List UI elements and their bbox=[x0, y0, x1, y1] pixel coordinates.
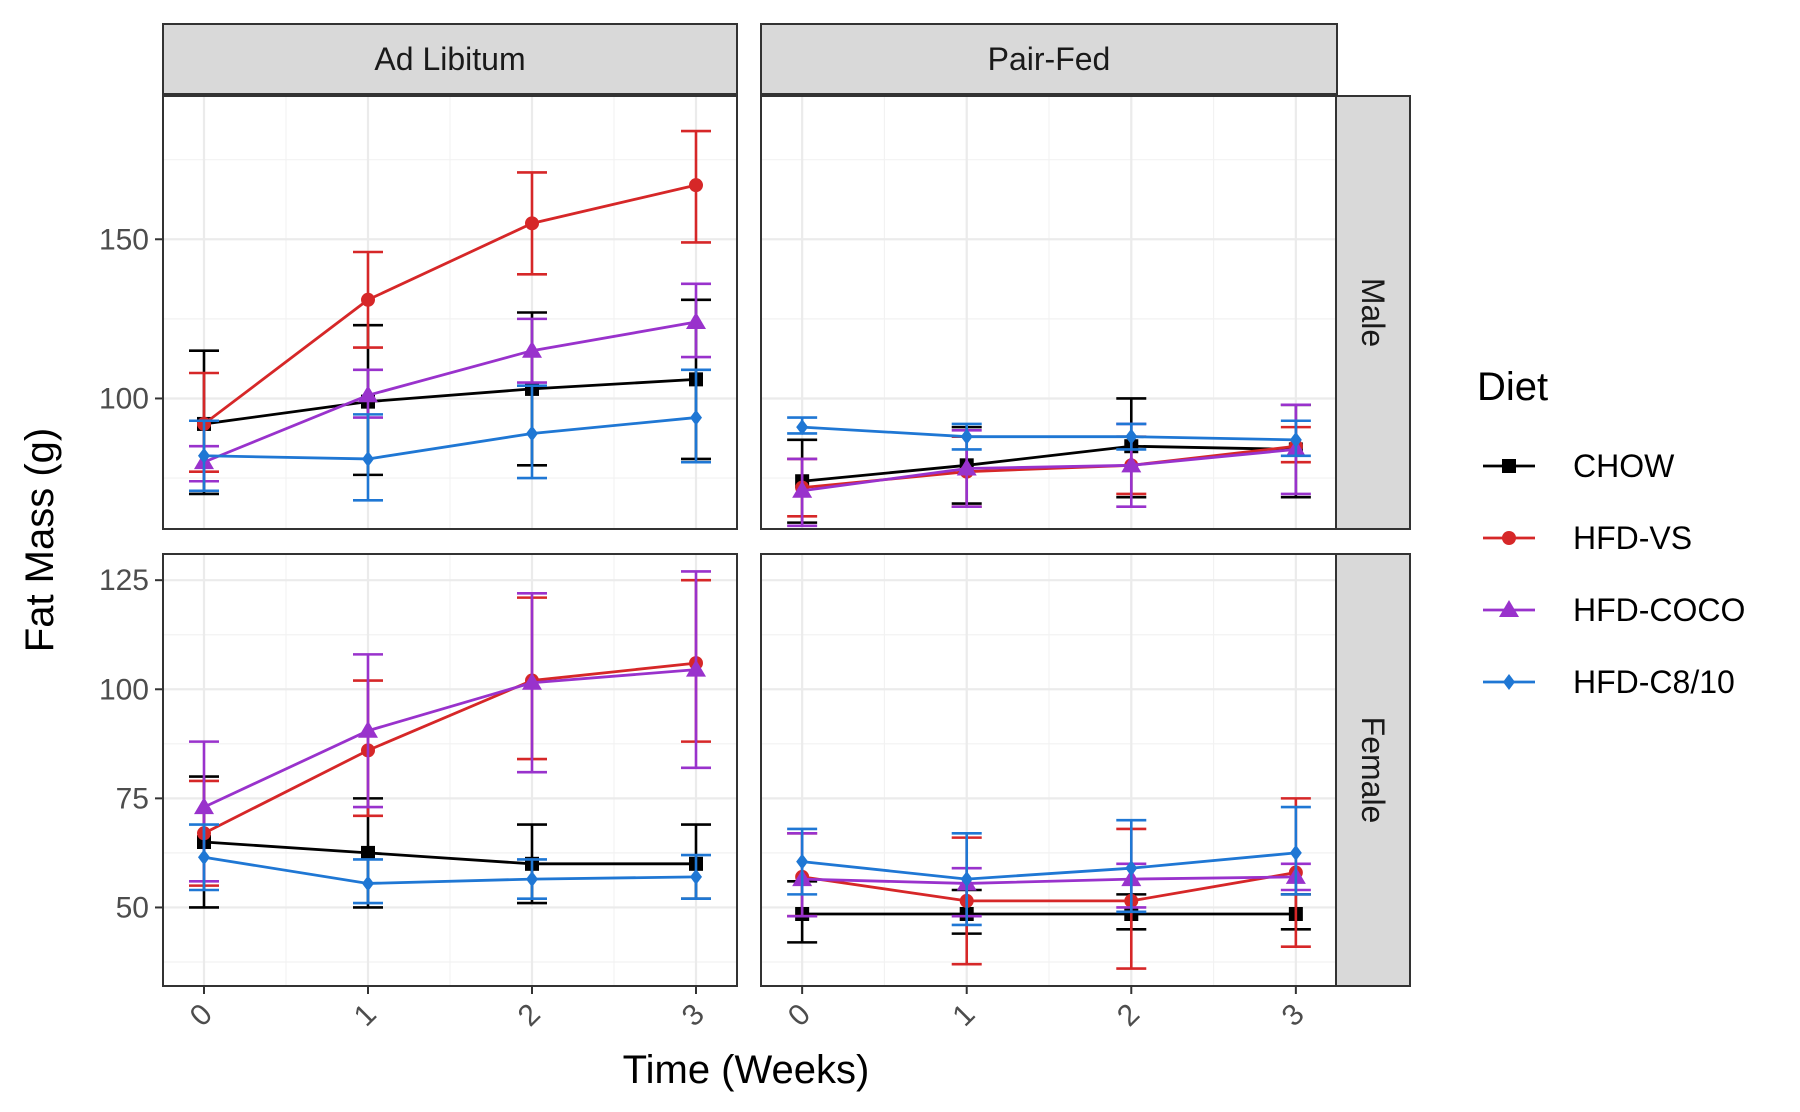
hfd-c8-10-line bbox=[203, 855, 697, 885]
legend-label: HFD-C8/10 bbox=[1573, 664, 1735, 700]
x-tick-label: 0 bbox=[782, 998, 817, 1033]
x-axis-title: Time (Weeks) bbox=[623, 1048, 870, 1092]
hfd-c8-10-point bbox=[690, 868, 702, 885]
y-tick-label: 150 bbox=[99, 223, 149, 256]
column-strip bbox=[760, 23, 1338, 95]
series-group-ad-libitum-male bbox=[189, 129, 711, 502]
x-tick-label: 1 bbox=[946, 998, 981, 1033]
series-group-pair-fed-male bbox=[787, 397, 1311, 528]
hfd-c8-10-point bbox=[526, 425, 538, 442]
legend-key-marker bbox=[1499, 600, 1519, 617]
legend-item-hfd-coco: HFD-COCO bbox=[1483, 592, 1745, 628]
y-tick-label: 100 bbox=[99, 673, 149, 706]
column-strip-label-pair-fed: Pair-Fed bbox=[988, 41, 1111, 77]
x-tick-label: 2 bbox=[1111, 998, 1146, 1033]
hfd-vs-line bbox=[801, 871, 1297, 903]
row-strip bbox=[1335, 95, 1411, 530]
panel-ad-libitum-male bbox=[163, 96, 737, 529]
legend-item-hfd-c8-10: HFD-C8/10 bbox=[1483, 664, 1735, 700]
hfd-vs-line bbox=[203, 661, 697, 835]
x-tick-label: 2 bbox=[512, 998, 547, 1033]
chow-line bbox=[802, 444, 1296, 483]
x-tick-label: 0 bbox=[184, 998, 219, 1033]
hfd-c8-10-point bbox=[198, 849, 210, 866]
panel-border bbox=[162, 95, 738, 530]
hfd-c8-10-point bbox=[526, 871, 538, 888]
hfd-coco-line bbox=[801, 448, 1296, 493]
hfd-c8-10-point bbox=[690, 409, 702, 426]
hfd-c8-10-point bbox=[796, 419, 809, 436]
hfd-coco-line bbox=[802, 875, 1296, 885]
hfd-c8-10-point bbox=[960, 428, 973, 445]
y-axis-title: Fat Mass (g) bbox=[18, 428, 62, 652]
chow-line bbox=[203, 377, 697, 426]
hfd-vs-point bbox=[525, 216, 539, 231]
legend-label: HFD-COCO bbox=[1573, 592, 1745, 628]
hfd-coco-point bbox=[358, 720, 378, 738]
legend-item-hfd-vs: HFD-VS bbox=[1483, 520, 1692, 556]
hfd-coco-point bbox=[194, 797, 214, 815]
hfd-c8-10-point bbox=[1289, 431, 1302, 448]
legend-title: Diet bbox=[1477, 365, 1548, 409]
hfd-c8-10-point bbox=[362, 450, 374, 467]
legend-key-marker bbox=[1503, 674, 1515, 690]
series-group-pair-fed-female bbox=[787, 797, 1311, 970]
column-strip bbox=[162, 23, 738, 95]
hfd-c8-10-line bbox=[203, 416, 697, 461]
hfd-coco-point bbox=[522, 672, 542, 690]
legend-label: HFD-VS bbox=[1573, 520, 1692, 556]
hfd-c8-10-point bbox=[1125, 860, 1138, 877]
panel-pair-fed-male bbox=[761, 96, 1337, 529]
chow-point bbox=[361, 845, 375, 860]
column-strip-label-ad-libitum: Ad Libitum bbox=[374, 41, 525, 77]
hfd-c8-10-point bbox=[960, 871, 973, 888]
row-strip-label-female: Female bbox=[1355, 717, 1391, 824]
y-tick-label: 50 bbox=[116, 891, 149, 924]
x-tick-label: 3 bbox=[1276, 998, 1311, 1033]
x-tick-label: 3 bbox=[676, 998, 711, 1033]
y-tick-label: 125 bbox=[99, 564, 149, 597]
legend-item-chow: CHOW bbox=[1483, 448, 1675, 484]
panel-pair-fed-female bbox=[761, 554, 1337, 986]
hfd-vs-point bbox=[361, 292, 375, 307]
hfd-coco-point bbox=[358, 385, 378, 403]
legend-key-marker bbox=[1502, 459, 1516, 473]
y-tick-label: 75 bbox=[116, 782, 149, 815]
hfd-vs-point bbox=[689, 178, 703, 193]
panel-ad-libitum-female bbox=[163, 554, 737, 986]
hfd-coco-line bbox=[203, 668, 697, 809]
row-strip-label-male: Male bbox=[1355, 278, 1391, 347]
hfd-coco-point bbox=[1121, 455, 1142, 473]
row-strip bbox=[1335, 553, 1411, 987]
hfd-coco-point bbox=[792, 480, 813, 498]
hfd-c8-10-line bbox=[801, 851, 1296, 881]
hfd-c8-10-line bbox=[802, 425, 1296, 442]
legend-key-marker bbox=[1502, 531, 1516, 545]
chow-line bbox=[203, 840, 696, 866]
hfd-c8-10-point bbox=[796, 853, 809, 870]
hfd-vs-line bbox=[203, 183, 697, 426]
hfd-coco-point bbox=[686, 312, 706, 330]
series-group-ad-libitum-female bbox=[189, 570, 711, 909]
y-tick-label: 100 bbox=[99, 382, 149, 415]
hfd-coco-point bbox=[956, 458, 977, 476]
hfd-c8-10-point bbox=[1125, 428, 1138, 445]
hfd-coco-point bbox=[686, 659, 706, 677]
x-tick-label: 1 bbox=[348, 998, 383, 1033]
hfd-c8-10-point bbox=[362, 875, 374, 892]
hfd-c8-10-point bbox=[198, 447, 210, 464]
hfd-coco-point bbox=[522, 340, 542, 358]
legend-label: CHOW bbox=[1573, 448, 1675, 484]
panel-border bbox=[162, 553, 738, 987]
hfd-coco-line bbox=[203, 320, 697, 464]
hfd-c8-10-point bbox=[1289, 844, 1302, 861]
